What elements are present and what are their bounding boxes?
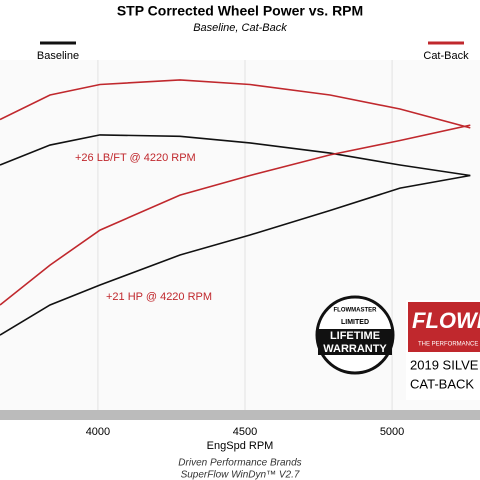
legend-label: Cat-Back	[423, 50, 469, 62]
badge-text: LIFETIME	[330, 330, 380, 342]
chart-title: STP Corrected Wheel Power vs. RPM	[117, 3, 363, 19]
series-line	[0, 124, 471, 306]
footer: SuperFlow WinDyn™ V2.7	[181, 470, 300, 480]
x-axis-band	[0, 410, 480, 420]
brand-tagline: THE PERFORMANCE	[418, 342, 478, 348]
warranty-badge: FLOWMASTER LIMITED LIFETIME WARRANTY	[315, 295, 395, 375]
footer: Driven Performance Brands	[178, 458, 301, 469]
badge-bar	[318, 329, 392, 355]
annotation: +21 HP @ 4220 RPM	[106, 291, 212, 303]
series-line	[0, 79, 471, 129]
brand-text: 2019 SILVE	[410, 357, 479, 372]
badge-text: LIMITED	[341, 319, 369, 326]
x-tick-label: 5000	[380, 426, 404, 438]
brand-logo-bg	[408, 302, 480, 352]
annotation: +26 LB/FT @ 4220 RPM	[75, 152, 196, 164]
brand-text: CAT-BACK	[410, 376, 474, 391]
chart-subtitle: Baseline, Cat-Back	[193, 22, 287, 34]
lines	[0, 79, 471, 336]
grid	[97, 60, 393, 410]
series-line	[0, 134, 471, 177]
legend-label: Baseline	[37, 50, 79, 62]
badge-text: FLOWMASTER	[334, 308, 378, 314]
x-tick-label: 4500	[233, 426, 257, 438]
series-line	[0, 174, 471, 336]
brand-logo: FLOWM	[412, 308, 480, 333]
brand-box: FLOWM THE PERFORMANCE 2019 SILVE CAT-BAC…	[406, 300, 480, 400]
legend: Baseline Cat-Back	[37, 41, 469, 62]
badge-text: WARRANTY	[323, 343, 387, 355]
plot-area	[0, 60, 480, 410]
x-axis-label: EngSpd RPM	[207, 440, 274, 452]
x-tick-label: 4000	[86, 426, 110, 438]
